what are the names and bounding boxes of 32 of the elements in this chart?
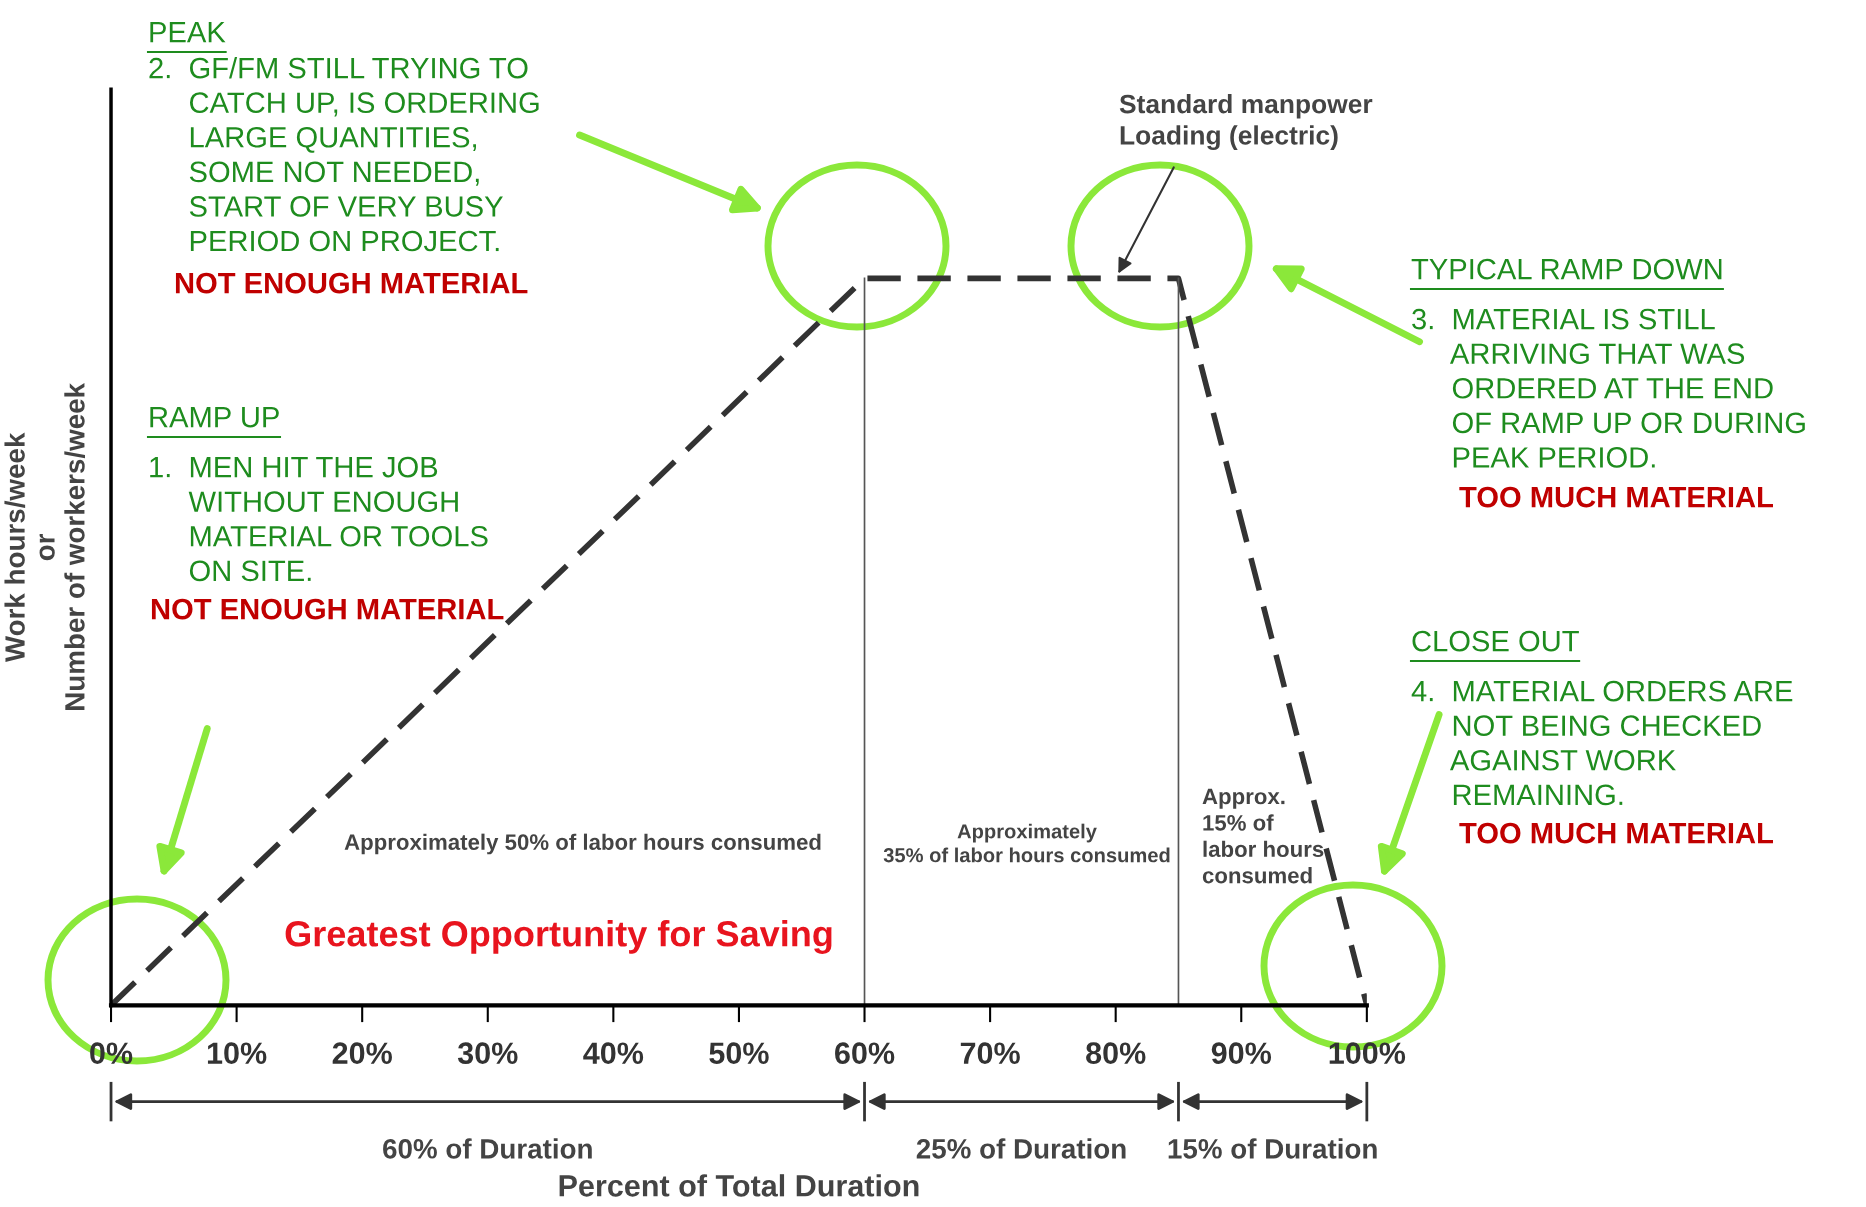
annotation: Approximately 50% of labor hours consumed: [344, 833, 821, 855]
x-tick-label: 30%: [457, 1042, 518, 1065]
text: 25% of Duration: [916, 1138, 1126, 1159]
x-axis-title: Percent of Total Duration: [559, 1174, 919, 1197]
annotation: Greatest Opportunity for Saving: [285, 920, 832, 954]
x-tick-label: 80%: [1086, 1042, 1146, 1064]
x-tick-label: 70%: [960, 1042, 1020, 1064]
text: TOO MUCH MATERIAL: [1459, 822, 1773, 844]
text: PEAK: [150, 22, 226, 43]
x-tick-label: 10%: [207, 1042, 267, 1064]
text: 60% of Duration: [383, 1138, 592, 1159]
text: TOO MUCH MATERIAL: [1459, 486, 1773, 508]
text: 2. GF/FM STILL TRYING TO CATCH UP, IS ORDERING LARGE QUANTITIES, SOME NOT NEEDED, START OF VERY BUSY PERIOD ON PROJECT.: [149, 57, 539, 252]
text: 3. MATERIAL IS STILL ARRIVING THAT WAS ORDERED AT THE END OF RAMP UP OR DURING PEAK PERIOD.: [1412, 308, 1805, 468]
x-tick-label: 20%: [332, 1042, 392, 1064]
x-tick-label: 50%: [709, 1042, 769, 1064]
annotation: Approx. 15% of labor hours consumed: [1202, 788, 1324, 884]
text: 15% of Duration: [1168, 1138, 1377, 1159]
text: TYPICAL RAMP DOWN: [1411, 258, 1722, 280]
annotation: RAMP UP: [150, 407, 279, 428]
text: CLOSE OUT: [1412, 630, 1579, 652]
x-tick-label: 100%: [1329, 1042, 1406, 1064]
annotation: Approximately 35% of labor hours consumed: [883, 823, 1170, 863]
x-tick-label: 60%: [835, 1042, 895, 1064]
text: Standard manpower Loading (electric): [1119, 94, 1373, 151]
text: 4. MATERIAL ORDERS ARE NOT BEING CHECKED AGAINST WORK REMAINING.: [1411, 680, 1793, 806]
y-axis-title: Work hours/week or Number of workers/week: [4, 382, 85, 710]
x-tick-label: 40%: [583, 1042, 644, 1064]
x-tick-label: 90%: [1211, 1042, 1272, 1064]
annotation: 1. MEN HIT THE JOB WITHOUT ENOUGH MATERIAL OR TOOLS ON SITE.: [150, 456, 488, 582]
annotation: NOT ENOUGH MATERIAL: [151, 598, 504, 620]
annotation: NOT ENOUGH MATERIAL: [175, 272, 528, 294]
